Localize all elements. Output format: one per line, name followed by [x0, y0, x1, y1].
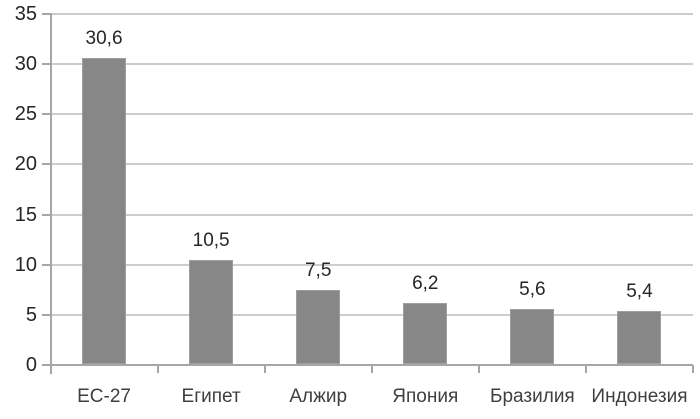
bar-value-label: 7,5: [304, 259, 332, 281]
y-axis-tick: [41, 163, 50, 166]
category-label: Алжир: [289, 386, 348, 407]
bar-value-label: 6,2: [412, 272, 439, 294]
y-axis-line: [49, 13, 52, 374]
y-tick-label: 30: [14, 53, 37, 76]
x-axis-tick: [584, 365, 587, 373]
bar-value-label: 10,5: [192, 229, 230, 251]
y-axis-tick: [41, 63, 50, 66]
x-axis-tick: [692, 365, 694, 373]
category-label: Япония: [392, 386, 459, 407]
bar: [189, 259, 234, 364]
gridline: [50, 213, 693, 216]
category-label: ЕС-27: [77, 386, 131, 407]
gridline: [50, 263, 693, 266]
y-tick-label: 5: [25, 303, 37, 326]
category-label: Египет: [181, 386, 241, 407]
y-tick-label: 10: [14, 253, 37, 276]
gridline: [50, 13, 693, 15]
x-axis-tick: [49, 365, 52, 373]
bar-value-label: 5,6: [519, 278, 546, 300]
category-label: Бразилия: [490, 386, 575, 407]
bar: [296, 289, 341, 364]
gridline: [50, 163, 693, 166]
bar: [403, 302, 448, 364]
y-axis-tick: [41, 213, 50, 216]
y-tick-label: 20: [14, 153, 37, 176]
y-axis-tick: [41, 113, 50, 116]
bar-value-label: 30,6: [85, 28, 123, 50]
x-axis-tick: [477, 365, 480, 373]
bar: [510, 308, 555, 364]
y-tick-label: 35: [14, 3, 37, 25]
gridline: [50, 113, 693, 116]
y-tick-label: 15: [14, 203, 37, 226]
y-axis-tick: [41, 313, 50, 316]
x-axis-line: [42, 364, 693, 366]
bar-value-label: 5,4: [626, 280, 653, 302]
gridline: [50, 313, 693, 316]
y-tick-label: 25: [14, 103, 37, 126]
y-axis-tick: [41, 13, 50, 15]
x-axis-tick: [263, 365, 266, 373]
bar: [617, 310, 662, 364]
y-axis-tick: [41, 263, 50, 266]
x-axis-tick: [156, 365, 159, 373]
bar: [82, 58, 127, 364]
y-tick-label: 0: [25, 354, 37, 376]
category-label: Индонезия: [591, 386, 688, 407]
gridline: [50, 63, 693, 66]
x-axis-tick: [370, 365, 373, 373]
